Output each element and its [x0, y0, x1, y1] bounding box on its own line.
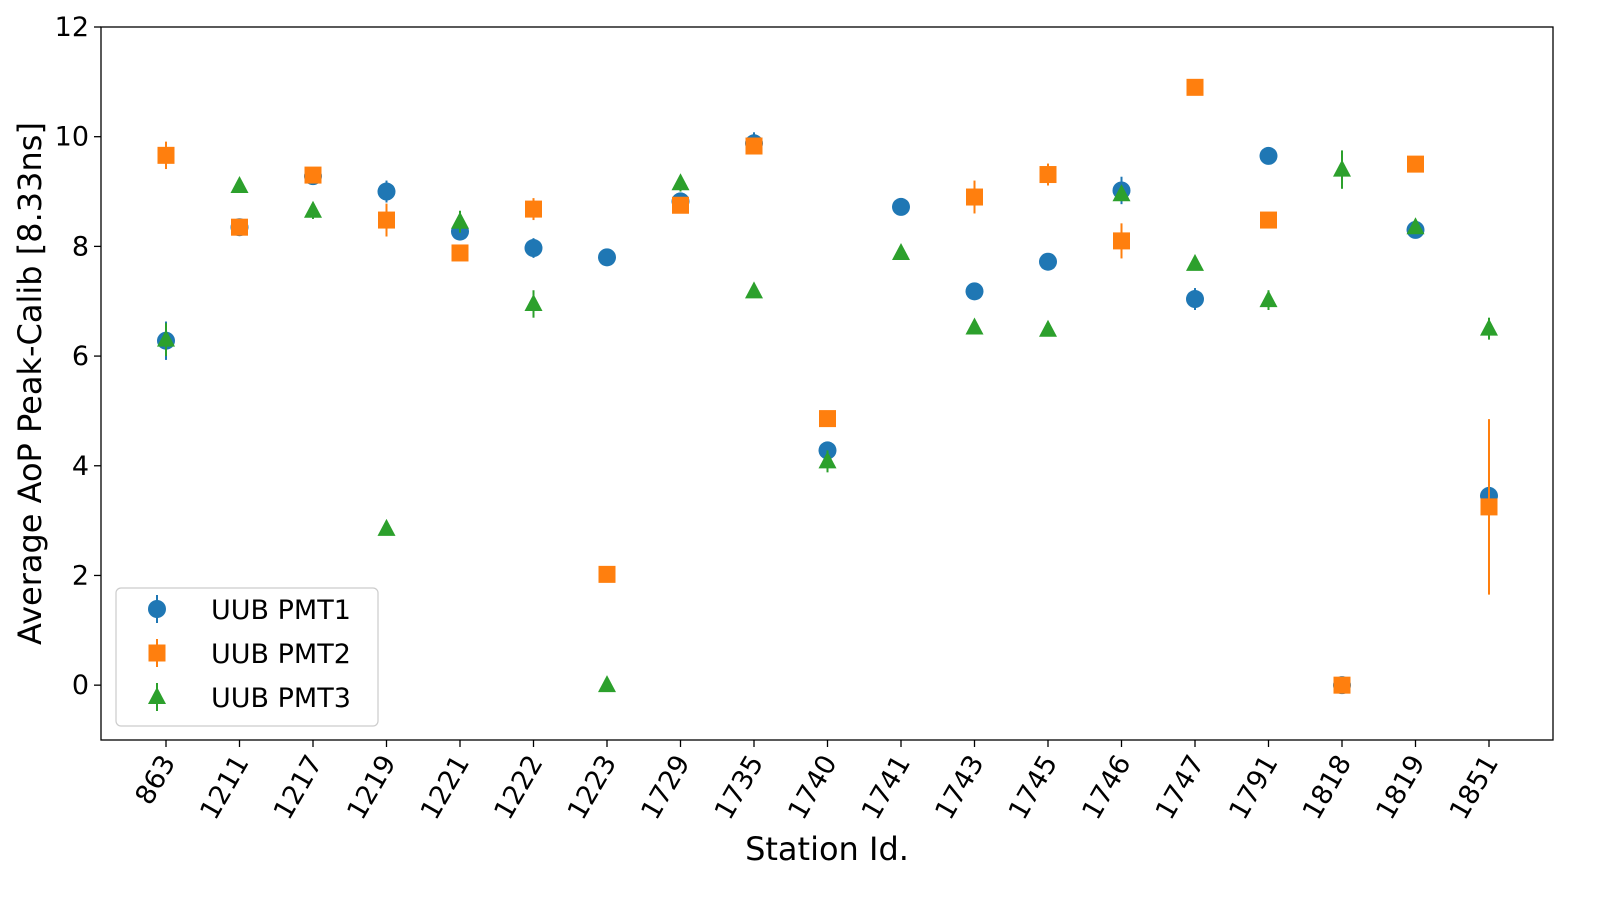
- x-tick-label: 1818: [1297, 750, 1358, 825]
- data-point: [1259, 290, 1278, 308]
- x-tick-label: 1791: [1223, 750, 1284, 825]
- data-point: [1039, 166, 1057, 184]
- legend-item: UUB PMT3: [148, 683, 351, 714]
- data-point: [157, 146, 175, 164]
- data-point: [965, 317, 984, 335]
- data-point: [157, 329, 175, 347]
- series-2: [157, 78, 1498, 694]
- legend-item: UUB PMT1: [148, 595, 351, 626]
- series-3: [157, 150, 1498, 693]
- legend-marker: [148, 600, 166, 618]
- x-tick-label: 1743: [929, 750, 990, 825]
- data-point: [892, 197, 910, 216]
- data-point: [231, 218, 248, 236]
- data-point: [378, 211, 395, 229]
- data-point: [377, 518, 396, 536]
- data-point: [524, 293, 543, 311]
- x-tick-label: 1851: [1444, 750, 1505, 825]
- y-tick-label: 8: [72, 231, 89, 262]
- x-tick-label: 863: [129, 750, 182, 810]
- x-tick-label: 1729: [635, 750, 696, 825]
- data-point: [598, 565, 616, 583]
- data-point: [818, 451, 837, 469]
- legend: UUB PMT1 UUB PMT2 UUB PMT3: [115, 587, 379, 727]
- data-point: [451, 211, 469, 229]
- data-point: [1333, 676, 1351, 694]
- y-tick-label: 6: [72, 341, 89, 372]
- data-point: [745, 281, 763, 299]
- legend-item: UUB PMT2: [148, 639, 351, 670]
- x-tick-label: 1740: [782, 750, 843, 825]
- x-axis: 863 1211 1217 1219 1221 1222 1223 1729 1735 1740 1…: [129, 740, 1505, 825]
- data-point: [1039, 252, 1057, 271]
- data-point: [1186, 253, 1204, 271]
- data-point: [304, 200, 322, 218]
- data-point: [892, 242, 910, 260]
- x-tick-label: 1745: [1003, 750, 1064, 825]
- data-point: [525, 200, 542, 218]
- x-tick-label: 1211: [194, 750, 255, 825]
- data-marks: [157, 78, 1498, 695]
- data-point: [965, 282, 984, 301]
- legend-label: UUB PMT2: [211, 639, 351, 670]
- data-point: [377, 182, 396, 201]
- data-point: [1333, 159, 1351, 177]
- x-tick-label: 1741: [856, 750, 917, 825]
- data-point: [671, 173, 690, 191]
- data-point: [966, 188, 983, 206]
- data-point: [598, 248, 616, 267]
- y-axis: 0 2 4 6 8 10 12: [55, 12, 101, 701]
- y-tick-label: 10: [55, 122, 89, 153]
- data-point: [1480, 498, 1498, 516]
- data-point: [1407, 155, 1424, 173]
- data-point: [745, 137, 763, 155]
- data-point: [819, 410, 836, 428]
- x-tick-label: 1222: [488, 750, 549, 825]
- x-tick-label: 1735: [709, 750, 770, 825]
- x-tick-label: 1219: [341, 750, 402, 825]
- data-point: [1113, 232, 1130, 250]
- data-point: [1406, 217, 1425, 235]
- data-point: [1480, 318, 1498, 336]
- y-tick-label: 4: [72, 451, 89, 482]
- legend-marker: [148, 687, 166, 704]
- data-point: [1186, 78, 1204, 96]
- y-tick-label: 12: [55, 12, 89, 43]
- x-tick-label: 1223: [562, 750, 623, 825]
- x-tick-label: 1221: [415, 750, 476, 825]
- legend-label: UUB PMT1: [211, 595, 351, 626]
- data-point: [1259, 146, 1278, 165]
- legend-marker: [148, 644, 166, 662]
- data-point: [230, 176, 249, 194]
- data-point: [672, 196, 689, 214]
- x-tick-label: 1217: [268, 750, 329, 825]
- data-point: [1112, 184, 1131, 202]
- data-point: [304, 166, 322, 184]
- x-axis-title: Station Id.: [745, 830, 909, 868]
- data-point: [524, 239, 543, 258]
- x-tick-label: 1747: [1150, 750, 1211, 825]
- data-point: [1186, 290, 1204, 309]
- x-tick-label: 1819: [1370, 750, 1431, 825]
- x-tick-label: 1746: [1076, 750, 1137, 825]
- y-tick-label: 2: [72, 560, 89, 591]
- data-point: [1260, 211, 1277, 229]
- legend-box: [115, 587, 379, 727]
- y-tick-label: 0: [72, 670, 89, 701]
- legend-label: UUB PMT3: [211, 683, 351, 714]
- y-axis-title: Average AoP Peak-Calib [8.33ns]: [11, 122, 49, 645]
- data-point: [1039, 319, 1057, 337]
- data-point: [598, 675, 616, 693]
- data-point: [451, 244, 469, 262]
